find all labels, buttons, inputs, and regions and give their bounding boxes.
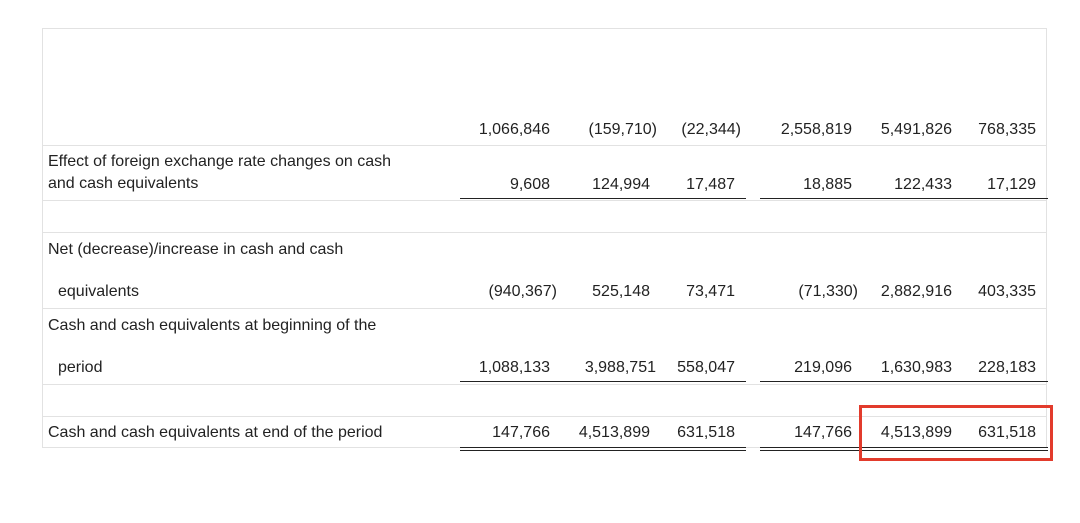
row-label: period <box>58 359 103 376</box>
row-divider <box>42 416 1047 417</box>
subtotal-underline <box>460 198 746 199</box>
cell: 122,433 <box>894 176 952 193</box>
cell: 525,148 <box>592 283 650 300</box>
cell: 2,882,916 <box>880 283 952 300</box>
cell: 9,608 <box>509 176 550 193</box>
cell: 4,513,899 <box>578 424 650 441</box>
cell: 1,630,983 <box>880 359 952 376</box>
cell: 219,096 <box>794 359 852 376</box>
row-label: Cash and cash equivalents at beginning o… <box>48 317 377 334</box>
row-divider <box>42 384 1047 385</box>
cell: 631,518 <box>677 424 735 441</box>
table-frame <box>42 28 1047 448</box>
row-divider <box>42 200 1047 201</box>
cell: 403,335 <box>978 283 1036 300</box>
cell: (159,710) <box>588 121 658 138</box>
subtotal-underline <box>460 381 746 382</box>
highlight-box <box>859 405 1053 461</box>
cell: 5,491,826 <box>880 121 952 138</box>
cell: 147,766 <box>794 424 852 441</box>
cell: (940,367) <box>488 283 558 300</box>
cell: 18,885 <box>803 176 852 193</box>
cell: 124,994 <box>592 176 650 193</box>
subtotal-underline <box>760 198 1048 199</box>
total-double-underline <box>460 447 746 451</box>
cell: 1,088,133 <box>478 359 550 376</box>
cell: 228,183 <box>978 359 1036 376</box>
row-label: Cash and cash equivalents at end of the … <box>48 424 383 441</box>
row-label: and cash equivalents <box>48 175 199 192</box>
row-label: Net (decrease)/increase in cash and cash <box>48 241 344 258</box>
row-label: equivalents <box>58 283 139 300</box>
cell: 558,047 <box>677 359 735 376</box>
cell: (71,330) <box>798 283 858 300</box>
cell: 3,988,751 <box>584 359 656 376</box>
cell: 73,471 <box>686 283 735 300</box>
cell: 17,129 <box>987 176 1036 193</box>
row-divider <box>42 232 1047 233</box>
row-divider <box>42 145 1047 146</box>
cell: 17,487 <box>686 176 735 193</box>
cell: 2,558,819 <box>780 121 852 138</box>
subtotal-underline <box>760 381 1048 382</box>
cell: 768,335 <box>978 121 1036 138</box>
cell: 1,066,846 <box>478 121 550 138</box>
cell: 4,513,899 <box>880 424 952 441</box>
row-divider <box>42 308 1047 309</box>
total-double-underline <box>760 447 1048 451</box>
row-label: Effect of foreign exchange rate changes … <box>48 153 392 170</box>
cell: 631,518 <box>978 424 1036 441</box>
cell: (22,344) <box>681 121 741 138</box>
cell: 147,766 <box>492 424 550 441</box>
